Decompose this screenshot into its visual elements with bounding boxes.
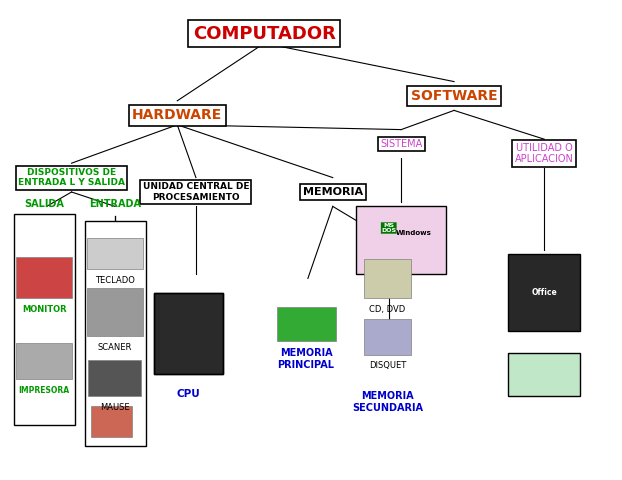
Text: MS
DOS: MS DOS — [381, 223, 396, 233]
FancyBboxPatch shape — [85, 221, 146, 446]
FancyBboxPatch shape — [16, 257, 72, 298]
Text: HARDWARE: HARDWARE — [132, 108, 223, 122]
Text: MEMORIA: MEMORIA — [303, 187, 363, 197]
Text: COMPUTADOR: COMPUTADOR — [193, 24, 336, 43]
FancyBboxPatch shape — [88, 360, 141, 396]
Text: ENTRADA: ENTRADA — [89, 199, 141, 209]
Text: SOFTWARE: SOFTWARE — [411, 89, 498, 103]
Text: UTILIDAD O
APLICACION: UTILIDAD O APLICACION — [515, 143, 573, 164]
Text: SCANER: SCANER — [98, 343, 132, 352]
Text: Office: Office — [531, 288, 557, 297]
Text: UNIDAD CENTRAL DE
PROCESAMIENTO: UNIDAD CENTRAL DE PROCESAMIENTO — [142, 182, 249, 202]
Text: DISQUET: DISQUET — [369, 361, 406, 371]
FancyBboxPatch shape — [277, 307, 336, 341]
FancyBboxPatch shape — [364, 319, 411, 355]
FancyBboxPatch shape — [509, 353, 580, 396]
FancyBboxPatch shape — [87, 238, 143, 269]
Text: CPU: CPU — [177, 389, 200, 399]
Text: TECLADO: TECLADO — [95, 276, 135, 285]
Text: CD, DVD: CD, DVD — [369, 305, 406, 314]
Text: Windows: Windows — [396, 230, 432, 236]
FancyBboxPatch shape — [356, 206, 447, 274]
Text: DISPOSITIVOS DE
ENTRADA L Y SALIDA: DISPOSITIVOS DE ENTRADA L Y SALIDA — [18, 168, 125, 187]
FancyBboxPatch shape — [509, 254, 580, 331]
Text: MEMORIA
SECUNDARIA: MEMORIA SECUNDARIA — [352, 391, 423, 413]
FancyBboxPatch shape — [14, 214, 75, 425]
FancyBboxPatch shape — [16, 343, 72, 379]
Text: SISTEMA: SISTEMA — [380, 139, 422, 149]
FancyBboxPatch shape — [91, 406, 132, 437]
FancyBboxPatch shape — [154, 293, 223, 374]
Text: IMPRESORA: IMPRESORA — [19, 386, 70, 396]
Text: MAUSE: MAUSE — [100, 403, 130, 412]
FancyBboxPatch shape — [364, 259, 411, 298]
FancyBboxPatch shape — [87, 288, 143, 336]
Text: MEMORIA
PRINCIPAL: MEMORIA PRINCIPAL — [277, 348, 335, 370]
Text: SALIDA: SALIDA — [24, 199, 64, 209]
Text: MONITOR: MONITOR — [22, 305, 67, 314]
